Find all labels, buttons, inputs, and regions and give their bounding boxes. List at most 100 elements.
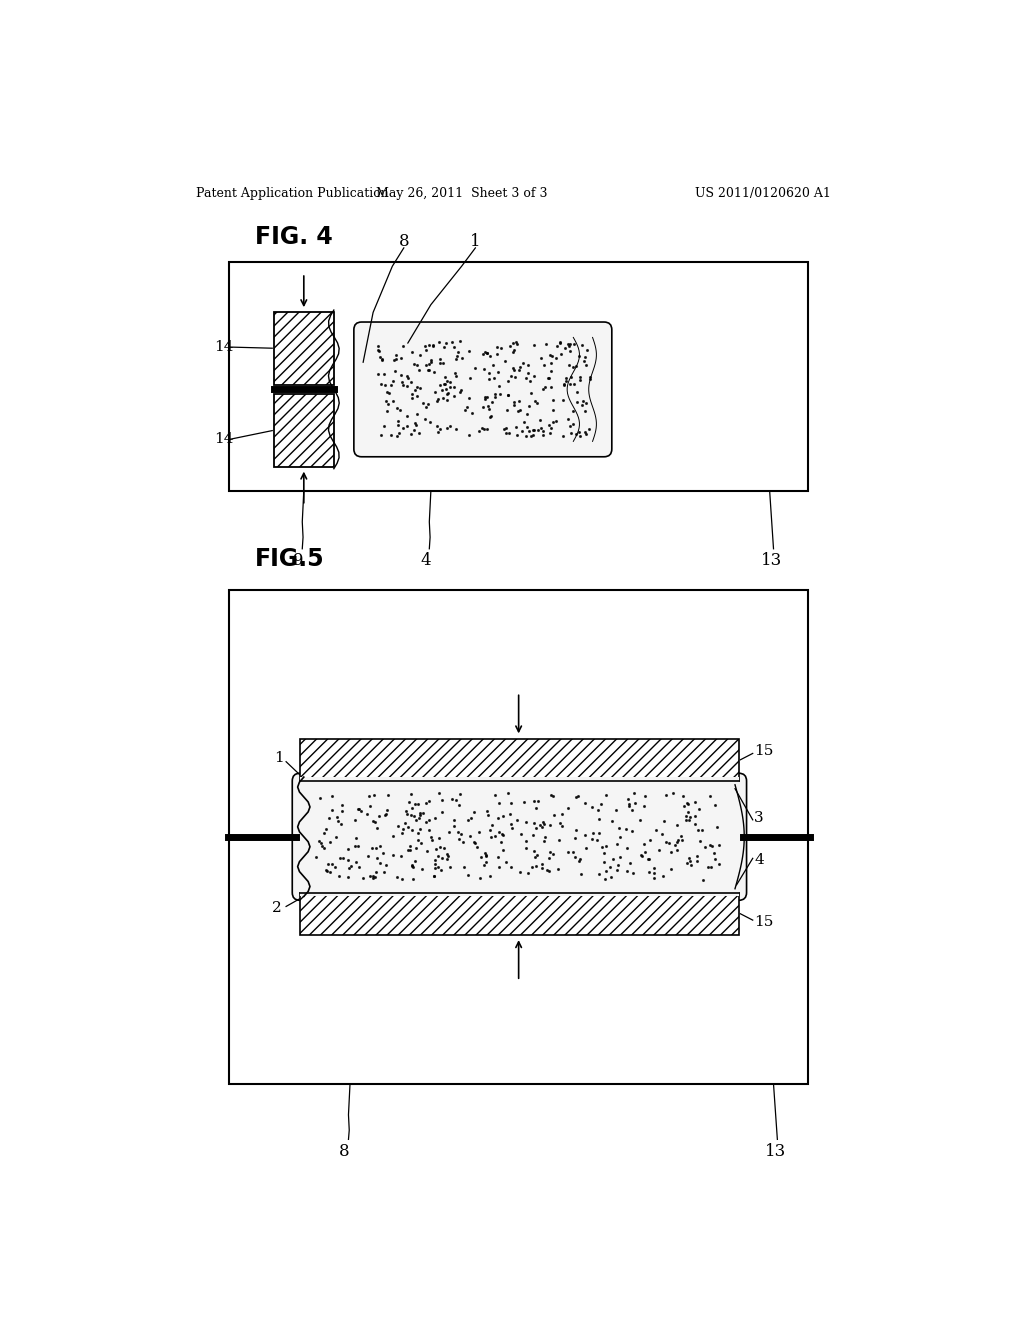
Point [555,375,571,396]
Point [558,371,574,392]
Point [593,793,609,814]
Point [407,412,423,433]
Point [399,817,416,838]
Point [310,830,327,851]
Point [418,339,434,360]
Point [482,407,499,428]
Bar [273,395,334,467]
Point [539,859,555,880]
Point [657,784,674,805]
Point [431,418,447,440]
Point [412,818,428,840]
Point [433,379,450,400]
Point [483,814,500,836]
Point [332,847,348,869]
Point [535,420,551,441]
Point [703,857,720,878]
Point [679,853,695,874]
Point [461,387,477,408]
Point [545,785,561,807]
Bar [273,312,334,385]
Point [466,801,482,822]
Point [438,843,455,865]
Point [535,812,551,833]
Point [518,367,535,388]
Point [507,367,523,388]
Point [385,350,401,371]
Point [562,416,579,437]
Point [481,346,498,367]
Point [471,821,487,842]
Point [399,366,416,387]
Point [488,337,505,358]
Point [450,821,466,842]
Point [339,866,355,887]
Point [495,824,511,845]
Point [520,362,537,383]
Point [622,793,638,814]
Point [524,855,541,876]
Point [520,862,537,883]
Point [548,411,564,432]
Point [359,846,376,867]
Point [315,837,332,858]
Point [459,396,475,417]
Point [695,870,712,891]
Point [570,346,587,367]
Point [488,343,505,364]
Point [577,351,593,372]
Point [441,855,458,876]
Point [525,420,542,441]
Point [433,789,450,810]
Point [389,866,406,887]
Point [421,412,437,433]
Point [437,374,454,395]
Point [372,836,388,857]
Point [524,425,541,446]
Point [646,863,663,884]
Point [590,800,606,821]
Point [541,847,557,869]
Point [476,854,493,875]
Point [646,867,663,888]
Point [669,814,685,836]
Point [536,379,552,400]
Point [500,783,516,804]
Point [682,807,698,828]
Point [674,829,690,850]
Point [495,805,511,826]
Point [464,403,480,424]
Point [439,389,456,411]
Point [395,374,412,395]
Point [494,337,510,358]
Point [627,792,643,813]
Point [494,824,510,845]
Point [350,836,367,857]
Point [324,853,340,874]
Point [317,818,334,840]
Point [598,785,614,807]
Point [499,400,515,421]
Point [706,842,722,863]
Point [612,846,629,867]
Point [376,416,392,437]
Point [475,396,492,417]
Point [412,803,428,824]
Point [572,849,589,870]
Point [449,346,465,367]
Point [394,417,411,438]
Point [315,822,332,843]
Point [469,837,485,858]
Point [609,859,626,880]
Point [375,843,391,865]
Point [478,845,495,866]
Point [567,828,584,849]
Point [591,809,607,830]
Point [434,388,451,409]
Point [520,354,537,375]
Point [653,824,670,845]
Point [403,342,420,363]
Point [522,383,539,404]
Point [497,350,513,371]
Point [490,846,507,867]
